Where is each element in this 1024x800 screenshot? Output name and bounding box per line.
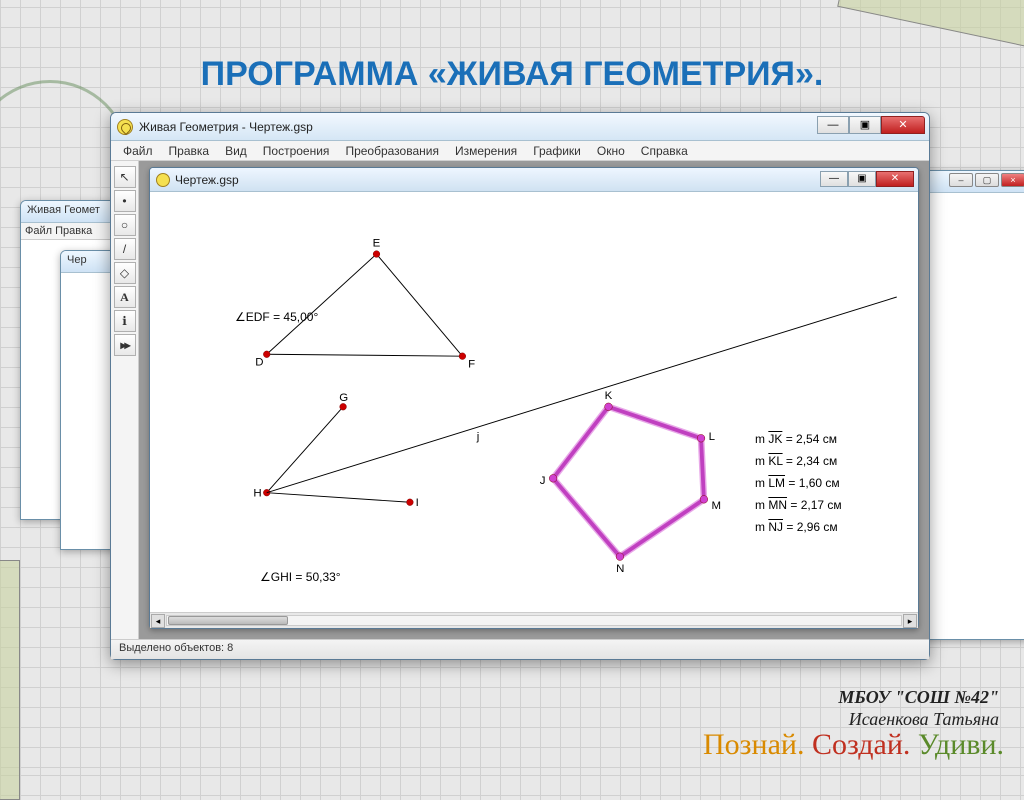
app-icon bbox=[117, 119, 133, 135]
footer-author: Исаенкова Татьяна bbox=[0, 709, 999, 730]
bg-win2-title: Чер bbox=[67, 254, 87, 266]
measurement-KL[interactable]: m KL = 2,34 см bbox=[755, 454, 837, 468]
bg3-min: – bbox=[949, 173, 973, 187]
measurement-MN[interactable]: m MN = 2,17 см bbox=[755, 498, 842, 512]
tool-info[interactable]: ℹ bbox=[114, 310, 136, 332]
doc-titlebar[interactable]: Чертеж.gsp — ▣ ✕ bbox=[150, 168, 918, 192]
bg-ruler bbox=[837, 0, 1024, 52]
svg-text:E: E bbox=[373, 237, 381, 249]
footer-school: МБОУ "СОШ №42" bbox=[0, 687, 999, 708]
geometry-canvas[interactable]: D E F G H Ij J K L M N ∠EDF = 45,00° ∠GHI = 50,33°… bbox=[150, 192, 918, 612]
menu-file[interactable]: Файл bbox=[115, 142, 161, 160]
close-button[interactable]: ✕ bbox=[881, 116, 925, 134]
slogan-word-2: Создай. bbox=[812, 728, 910, 761]
tool-circle[interactable]: ○ bbox=[114, 214, 136, 236]
svg-text:K: K bbox=[605, 390, 613, 402]
slogan-word-3: Удиви. bbox=[918, 728, 1004, 761]
svg-text:N: N bbox=[616, 563, 624, 575]
minimize-button[interactable]: — bbox=[817, 116, 849, 134]
svg-text:F: F bbox=[468, 359, 475, 371]
menu-transform[interactable]: Преобразования bbox=[337, 142, 447, 160]
measurement-NJ[interactable]: m NJ = 2,96 см bbox=[755, 520, 838, 534]
menu-edit[interactable]: Правка bbox=[161, 142, 218, 160]
bg3-max: ▢ bbox=[975, 173, 999, 187]
slogan-word-1: Познай. bbox=[703, 728, 804, 761]
status-text: Выделено объектов: 8 bbox=[119, 642, 233, 654]
measurement-ghi[interactable]: ∠GHI = 50,33° bbox=[260, 570, 341, 584]
titlebar[interactable]: Живая Геометрия - Чертеж.gsp — ▣ ✕ bbox=[111, 113, 929, 141]
svg-text:I: I bbox=[416, 497, 419, 509]
statusbar: Выделено объектов: 8 bbox=[111, 639, 929, 659]
menu-graphs[interactable]: Графики bbox=[525, 142, 589, 160]
slogan: Познай. Создай. Удиви. bbox=[703, 728, 1004, 762]
menu-construct[interactable]: Построения bbox=[255, 142, 338, 160]
svg-text:G: G bbox=[339, 392, 348, 404]
bg-win1-title: Живая Геомет bbox=[27, 204, 100, 216]
doc-icon bbox=[156, 173, 170, 187]
svg-text:D: D bbox=[255, 357, 263, 369]
svg-text:H: H bbox=[253, 488, 261, 500]
svg-text:L: L bbox=[709, 431, 715, 443]
scroll-right-button[interactable]: ▸ bbox=[903, 614, 917, 628]
mdi-area: Чертеж.gsp — ▣ ✕ D E F G H Ij J K L M N ∠EDF = 45,… bbox=[139, 161, 929, 639]
bg-triangle-ruler bbox=[0, 560, 20, 800]
slide-title: ПРОГРАММА «ЖИВАЯ ГЕОМЕТРИЯ». bbox=[0, 55, 1024, 94]
scrollbar-horizontal[interactable]: ◂ ▸ bbox=[150, 612, 918, 628]
doc-title: Чертеж.gsp bbox=[175, 173, 239, 187]
svg-text:J: J bbox=[540, 475, 546, 487]
tool-arrow[interactable]: ↖ bbox=[114, 166, 136, 188]
scroll-thumb[interactable] bbox=[168, 616, 288, 625]
tool-polygon[interactable]: ◇ bbox=[114, 262, 136, 284]
measurement-LM[interactable]: m LM = 1,60 см bbox=[755, 476, 840, 490]
document-window: Чертеж.gsp — ▣ ✕ D E F G H Ij J K L M N ∠EDF = 45,… bbox=[149, 167, 919, 629]
doc-close-button[interactable]: ✕ bbox=[876, 171, 914, 187]
canvas-svg: D E F G H Ij J K L M N bbox=[150, 192, 918, 612]
doc-maximize-button[interactable]: ▣ bbox=[848, 171, 876, 187]
menu-measure[interactable]: Измерения bbox=[447, 142, 525, 160]
svg-text:M: M bbox=[712, 500, 722, 512]
doc-minimize-button[interactable]: — bbox=[820, 171, 848, 187]
scroll-left-button[interactable]: ◂ bbox=[151, 614, 165, 628]
bg3-close: × bbox=[1001, 173, 1024, 187]
menu-view[interactable]: Вид bbox=[217, 142, 255, 160]
maximize-button[interactable]: ▣ bbox=[849, 116, 881, 134]
tool-custom[interactable]: ▸▸ bbox=[114, 334, 136, 356]
svg-text:j: j bbox=[476, 431, 480, 443]
client-area: ↖ • ○ / ◇ A ℹ ▸▸ Чертеж.gsp — ▣ ✕ bbox=[111, 161, 929, 639]
tool-text[interactable]: A bbox=[114, 286, 136, 308]
tool-point[interactable]: • bbox=[114, 190, 136, 212]
menubar: Файл Правка Вид Построения Преобразовани… bbox=[111, 141, 929, 161]
menu-help[interactable]: Справка bbox=[633, 142, 696, 160]
menu-window[interactable]: Окно bbox=[589, 142, 633, 160]
tool-palette: ↖ • ○ / ◇ A ℹ ▸▸ bbox=[111, 161, 139, 639]
window-title: Живая Геометрия - Чертеж.gsp bbox=[139, 120, 313, 134]
measurement-edf[interactable]: ∠EDF = 45,00° bbox=[235, 310, 318, 324]
main-window: Живая Геометрия - Чертеж.gsp — ▣ ✕ Файл … bbox=[110, 112, 930, 660]
measurement-JK[interactable]: m JK = 2,54 см bbox=[755, 432, 837, 446]
tool-line[interactable]: / bbox=[114, 238, 136, 260]
